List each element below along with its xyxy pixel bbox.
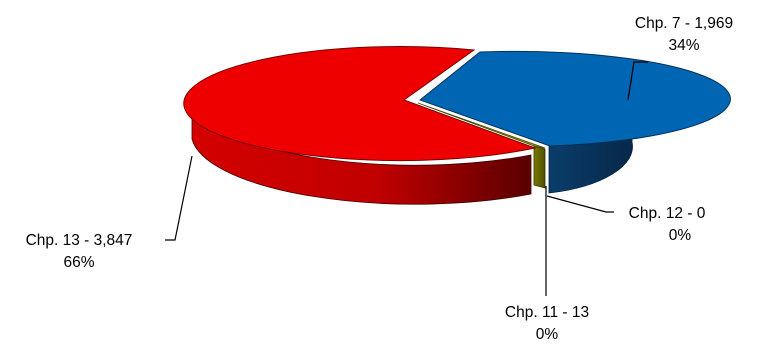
pie-sides [191, 95, 633, 205]
leader-line-chp13 [165, 155, 193, 241]
label-chp7-percent: 34% [668, 37, 699, 54]
data-labels: Chp. 7 - 1,969 34% Chp. 12 - 0 0% Chp. 1… [26, 15, 734, 343]
slice-chp11 [417, 102, 546, 149]
label-chp11-percent: 0% [536, 326, 559, 343]
slice-chp13 [183, 46, 537, 162]
label-chp13-title: Chp. 13 - 3,847 [26, 232, 133, 249]
leader-line-chp12 [546, 195, 614, 213]
label-chp7-title: Chp. 7 - 1,969 [635, 15, 733, 32]
slice-chp7 [418, 50, 731, 147]
leader-line-chp7 [627, 61, 648, 101]
pie-tops [183, 46, 731, 162]
slice-side-chp11 [533, 145, 546, 189]
label-chp11-title: Chp. 11 - 13 [505, 304, 589, 321]
leader-lines [165, 61, 648, 296]
label-chp12-title: Chp. 12 - 0 [629, 205, 706, 222]
label-chp13-percent: 66% [63, 254, 94, 271]
label-chp12-percent: 0% [669, 227, 692, 244]
